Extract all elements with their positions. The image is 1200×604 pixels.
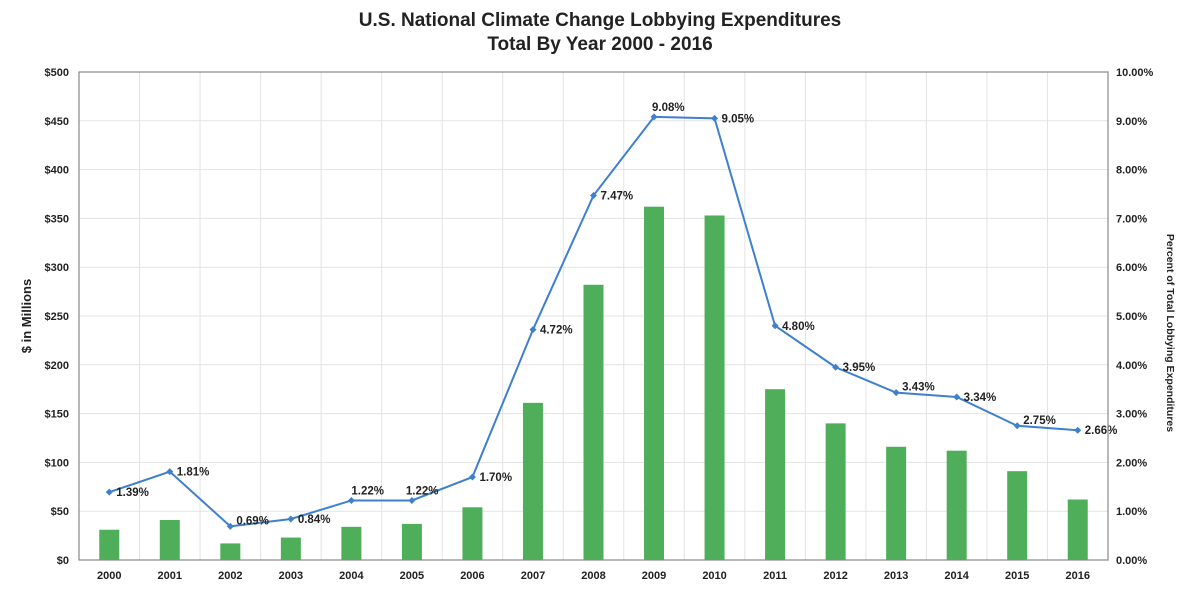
x-tick-label: 2015 — [1005, 570, 1029, 582]
y-tick-label: $500 — [45, 67, 69, 79]
bar — [462, 507, 483, 560]
bar — [159, 519, 180, 560]
bar — [99, 529, 120, 560]
x-tick-label: 2003 — [279, 570, 303, 582]
y-axis-label: $ in Millions — [19, 279, 34, 353]
x-tick-label: 2002 — [218, 570, 242, 582]
line-marker — [590, 191, 597, 199]
data-label: 1.70% — [479, 472, 512, 484]
data-label: 1.22% — [406, 485, 439, 497]
bar-series — [99, 206, 1088, 561]
y-tick-label: $300 — [45, 262, 69, 274]
bar — [1007, 471, 1028, 560]
y-tick-label: $150 — [45, 409, 69, 421]
y2-tick-label: 5.00% — [1116, 311, 1147, 323]
data-label: 9.08% — [652, 102, 685, 114]
y2-tick-label: 1.00% — [1116, 506, 1147, 518]
axes: $0 0.00% $50 1.00% $100 2.00% $150 3.00% $200 4.0… — [45, 67, 1154, 582]
line-marker — [166, 468, 174, 476]
bar — [765, 389, 786, 560]
y2-tick-label: 4.00% — [1116, 360, 1147, 372]
line-marker — [529, 326, 537, 334]
bar — [1067, 499, 1088, 560]
data-label: 0.84% — [298, 514, 331, 526]
plot-frame — [78, 71, 1109, 561]
y-tick-label: $400 — [45, 165, 69, 177]
line-marker — [711, 114, 719, 122]
data-label: 0.69% — [236, 515, 269, 527]
line-marker — [1013, 422, 1021, 430]
x-tick-label: 2004 — [339, 570, 364, 582]
y-tick-label: $100 — [45, 457, 69, 469]
chart-subtitle: Total By Year 2000 - 2016 — [487, 34, 712, 55]
y-tick-label: $450 — [45, 116, 69, 128]
data-label: 1.22% — [351, 485, 384, 497]
line-marker — [287, 515, 295, 523]
line-marker — [771, 322, 779, 330]
y-tick-label: $200 — [45, 360, 69, 372]
x-tick-label: 2013 — [884, 570, 908, 582]
bar — [341, 526, 362, 560]
data-label: 7.47% — [601, 190, 634, 202]
data-label: 3.34% — [964, 392, 997, 404]
line-marker — [832, 363, 840, 371]
data-label: 3.43% — [902, 382, 935, 394]
data-label: 1.81% — [177, 467, 210, 479]
y2-tick-label: 6.00% — [1116, 262, 1147, 274]
x-tick-label: 2012 — [823, 570, 847, 582]
bar — [583, 284, 604, 560]
data-label: 4.72% — [540, 325, 573, 337]
bar — [220, 543, 241, 560]
y2-tick-label: 8.00% — [1116, 165, 1147, 177]
bar — [825, 423, 846, 560]
y2-tick-label: 10.00% — [1116, 67, 1154, 79]
x-tick-label: 2006 — [460, 570, 484, 582]
line-marker — [347, 496, 355, 504]
bar — [522, 402, 543, 560]
y2-axis-label: Percent of Total Lobbying Expenditures — [1164, 234, 1176, 432]
line-marker — [892, 389, 900, 397]
data-label: 1.39% — [116, 487, 149, 499]
y2-tick-label: 2.00% — [1116, 457, 1147, 469]
line-marker — [650, 113, 658, 121]
bar — [644, 206, 665, 561]
y2-tick-label: 0.00% — [1116, 555, 1147, 567]
x-tick-label: 2010 — [702, 570, 726, 582]
data-label: 2.66% — [1085, 425, 1118, 437]
x-tick-label: 2009 — [642, 570, 666, 582]
y2-tick-label: 9.00% — [1116, 116, 1147, 128]
y2-tick-label: 7.00% — [1116, 213, 1147, 225]
line-marker — [226, 522, 234, 530]
x-tick-label: 2011 — [763, 570, 787, 582]
line-marker — [1074, 426, 1082, 434]
data-label: 2.75% — [1023, 415, 1056, 427]
bar — [401, 523, 422, 560]
bar — [946, 450, 967, 560]
y-tick-label: $0 — [57, 555, 69, 567]
x-tick-label: 2007 — [521, 570, 545, 582]
line-series: 1.39% 1.81% 0.69% 0.84% 1.22% 1.22% 1.70% 4.72%… — [105, 102, 1118, 530]
data-label: 3.95% — [843, 362, 876, 374]
x-tick-label: 2000 — [97, 570, 121, 582]
line-marker — [953, 393, 961, 401]
y-tick-label: $350 — [45, 213, 69, 225]
x-tick-label: 2016 — [1065, 570, 1089, 582]
bar — [704, 215, 725, 561]
x-tick-label: 2001 — [158, 570, 182, 582]
line-marker — [105, 488, 113, 496]
bar — [886, 446, 907, 560]
bar — [280, 537, 301, 560]
y-tick-label: $250 — [45, 311, 69, 323]
x-tick-label: 2008 — [581, 570, 605, 582]
x-tick-label: 2014 — [944, 570, 969, 582]
x-tick-label: 2005 — [400, 570, 424, 582]
y-tick-label: $50 — [51, 506, 69, 518]
data-label: 4.80% — [782, 321, 815, 333]
y2-tick-label: 3.00% — [1116, 409, 1147, 421]
data-label: 9.05% — [722, 113, 755, 125]
line-marker — [468, 473, 476, 481]
line-marker — [408, 496, 416, 504]
chart-title: U.S. National Climate Change Lobbying Ex… — [359, 10, 841, 31]
